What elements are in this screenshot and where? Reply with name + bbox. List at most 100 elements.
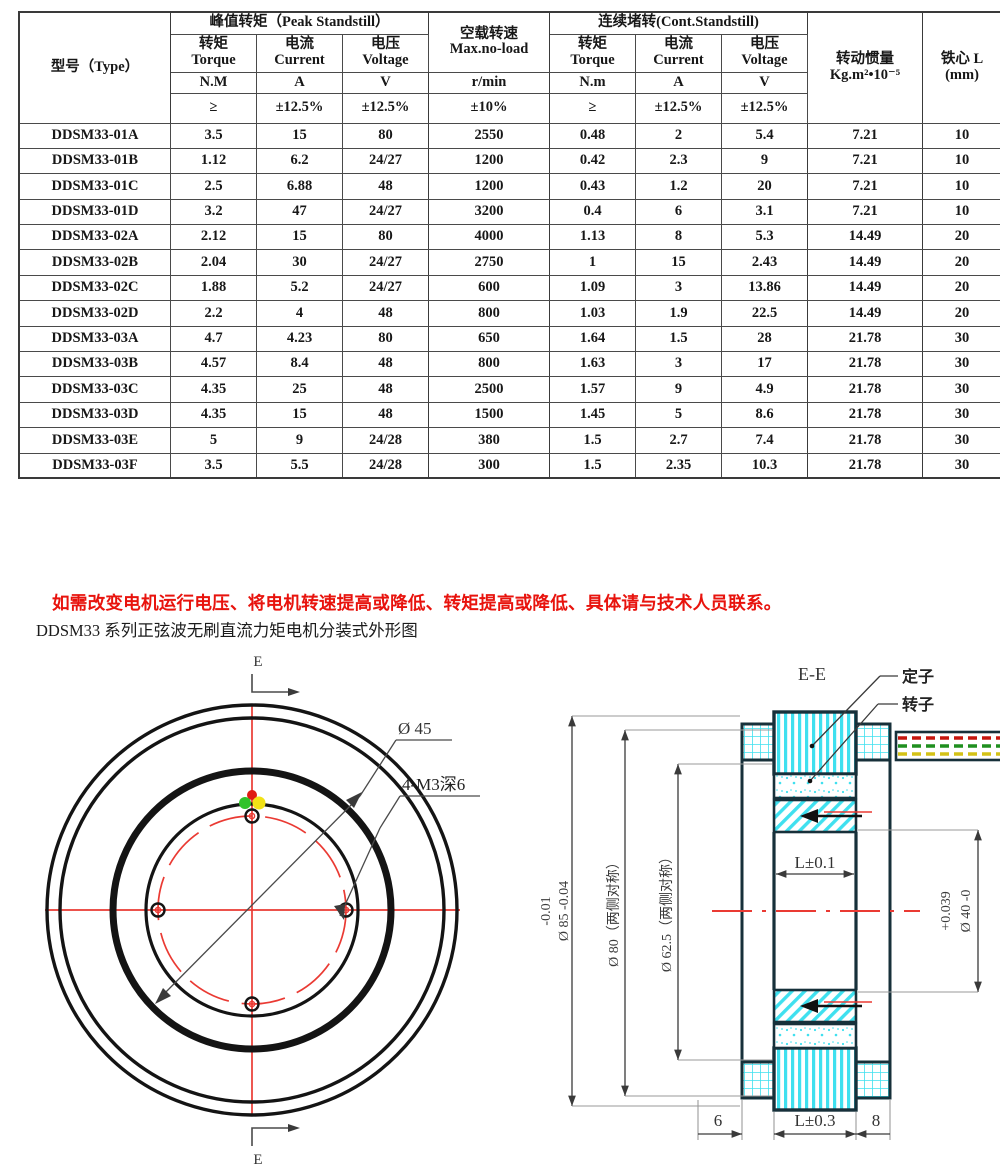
- cell-cont-torque: 1: [549, 249, 636, 276]
- outer-circle-80: [58, 716, 446, 1104]
- cell-noload: 1200: [428, 173, 550, 200]
- header-peak-current-en: Current: [274, 52, 325, 68]
- cell-cont-torque: 1.45: [549, 401, 636, 429]
- unit-cont-current: A: [635, 71, 722, 94]
- flange-bottom-left: [740, 1060, 776, 1100]
- cell-inertia: 14.49: [807, 274, 923, 302]
- cell-peak-voltage: 48: [342, 300, 429, 327]
- dim-62-5-label: Ø 62.5（两侧对称）: [659, 850, 675, 972]
- stator-callout: 定子: [809, 667, 934, 749]
- header-peak-current: 电流 Current: [256, 33, 343, 73]
- cell-cont-voltage: 8.6: [721, 401, 808, 429]
- cell-noload: 380: [428, 427, 550, 454]
- cell-cont-voltage: 22.5: [721, 300, 808, 327]
- cell-core: 10: [922, 173, 1000, 200]
- cell-peak-voltage: 24/28: [342, 427, 429, 454]
- cell-model: DDSM33-01D: [18, 198, 171, 226]
- cell-cont-current: 8: [635, 224, 722, 251]
- cell-peak-torque: 3.5: [170, 452, 257, 480]
- cell-noload: 2500: [428, 376, 550, 403]
- section-mark-bottom-leader: [251, 1127, 292, 1146]
- cell-peak-torque: 4.35: [170, 376, 257, 403]
- cell-cont-torque: 1.64: [549, 325, 636, 353]
- header-peak-current-cn: 电流: [285, 36, 314, 53]
- cell-core: 20: [922, 274, 1000, 302]
- header-cont-torque-en: Torque: [570, 52, 615, 68]
- section-view-group: E-E: [539, 664, 1000, 1140]
- header-type: 型号（Type）: [18, 11, 171, 124]
- cell-peak-voltage: 24/27: [342, 274, 429, 302]
- cell-core: 20: [922, 249, 1000, 276]
- cell-model: DDSM33-03B: [18, 351, 171, 378]
- cell-core: 10: [922, 147, 1000, 175]
- cell-peak-voltage: 48: [342, 401, 429, 429]
- cell-noload: 800: [428, 351, 550, 378]
- rotor-magnet-bottom: [772, 1022, 858, 1050]
- cell-peak-torque: 1.88: [170, 274, 257, 302]
- cell-peak-torque: 2.04: [170, 249, 257, 276]
- cell-peak-torque: 4.35: [170, 401, 257, 429]
- cell-model: DDSM33-03D: [18, 401, 171, 429]
- cell-peak-current: 25: [256, 376, 343, 403]
- spec-table-body: DDSM33-01A 3.5 15 80 2550 0.48 2 5.4 7.21 10 DDSM3…: [18, 122, 1000, 480]
- header-cont-voltage-cn: 电压: [750, 36, 779, 53]
- cell-cont-current: 1.2: [635, 173, 722, 200]
- thread-label: 4-M3深6: [402, 775, 465, 794]
- cell-noload: 650: [428, 325, 550, 353]
- cell-peak-torque: 4.7: [170, 325, 257, 353]
- cell-peak-voltage: 48: [342, 351, 429, 378]
- cell-noload: 4000: [428, 224, 550, 251]
- cell-peak-current: 15: [256, 401, 343, 429]
- cell-cont-voltage: 4.9: [721, 376, 808, 403]
- dim-bore-40: +0.039 Ø 40 -0: [858, 829, 982, 993]
- dim-85-tol-upper: -0.01: [539, 896, 554, 925]
- table-row: DDSM33-02A 2.12 15 80 4000 1.13 8 5.3 14.49 20: [18, 224, 1000, 251]
- header-cont-voltage: 电压 Voltage: [721, 33, 808, 73]
- flange-top-left: [740, 722, 776, 762]
- header-inertia-unit: Kg.m²•10⁻⁵: [829, 66, 901, 83]
- stator-label: 定子: [901, 667, 934, 686]
- cell-peak-voltage: 24/28: [342, 452, 429, 480]
- dim-L-01-label: L±0.1: [795, 853, 836, 872]
- m3-hole-left: [150, 902, 166, 918]
- cell-peak-voltage: 24/27: [342, 147, 429, 175]
- cell-cont-torque: 1.03: [549, 300, 636, 327]
- cell-cont-current: 1.5: [635, 325, 722, 353]
- rotor-label: 转子: [902, 695, 934, 714]
- m3-hole-bottom: [244, 996, 260, 1012]
- cell-peak-current: 4: [256, 300, 343, 327]
- cell-cont-voltage: 28: [721, 325, 808, 353]
- table-row: DDSM33-03B 4.57 8.4 48 800 1.63 3 17 21.78 30: [18, 351, 1000, 378]
- cell-peak-voltage: 24/27: [342, 249, 429, 276]
- flange-top-right: [853, 722, 892, 762]
- tol-peak-voltage: ±12.5%: [342, 92, 429, 124]
- cell-inertia: 7.21: [807, 122, 923, 149]
- header-cont-torque-cn: 转矩: [578, 36, 607, 53]
- stator-bottom: [772, 1046, 858, 1112]
- cell-noload: 300: [428, 452, 550, 480]
- cell-core: 20: [922, 300, 1000, 327]
- cell-peak-current: 30: [256, 249, 343, 276]
- cell-peak-torque: 1.12: [170, 147, 257, 175]
- cell-peak-current: 9: [256, 427, 343, 454]
- red-warning-note: 如需改变电机运行电压、将电机转速提高或降低、转矩提高或降低、具体请与技术人员联系…: [52, 594, 782, 614]
- header-core-cn: 铁心 L: [940, 51, 984, 68]
- header-cont-torque: 转矩 Torque: [549, 33, 636, 73]
- cell-model: DDSM33-02C: [18, 274, 171, 302]
- cell-model: DDSM33-01A: [18, 122, 171, 149]
- header-core-unit: (mm): [945, 66, 979, 83]
- flange-bottom-right: [853, 1060, 892, 1100]
- cell-model: DDSM33-03A: [18, 325, 171, 353]
- cell-model: DDSM33-03E: [18, 427, 171, 454]
- cell-model: DDSM33-03F: [18, 452, 171, 480]
- cell-cont-current: 3: [635, 274, 722, 302]
- header-core-length: 铁心 L (mm): [922, 11, 1000, 124]
- outer-circle-85: [45, 703, 459, 1117]
- cell-inertia: 21.78: [807, 452, 923, 480]
- cell-model: DDSM33-01B: [18, 147, 171, 175]
- table-row: DDSM33-02D 2.2 4 48 800 1.03 1.9 22.5 14.49 20: [18, 300, 1000, 327]
- cell-cont-torque: 1.13: [549, 224, 636, 251]
- rotor-callout: 转子: [807, 695, 934, 784]
- tol-peak-current: ±12.5%: [256, 92, 343, 124]
- tol-cont-voltage: ±12.5%: [721, 92, 808, 124]
